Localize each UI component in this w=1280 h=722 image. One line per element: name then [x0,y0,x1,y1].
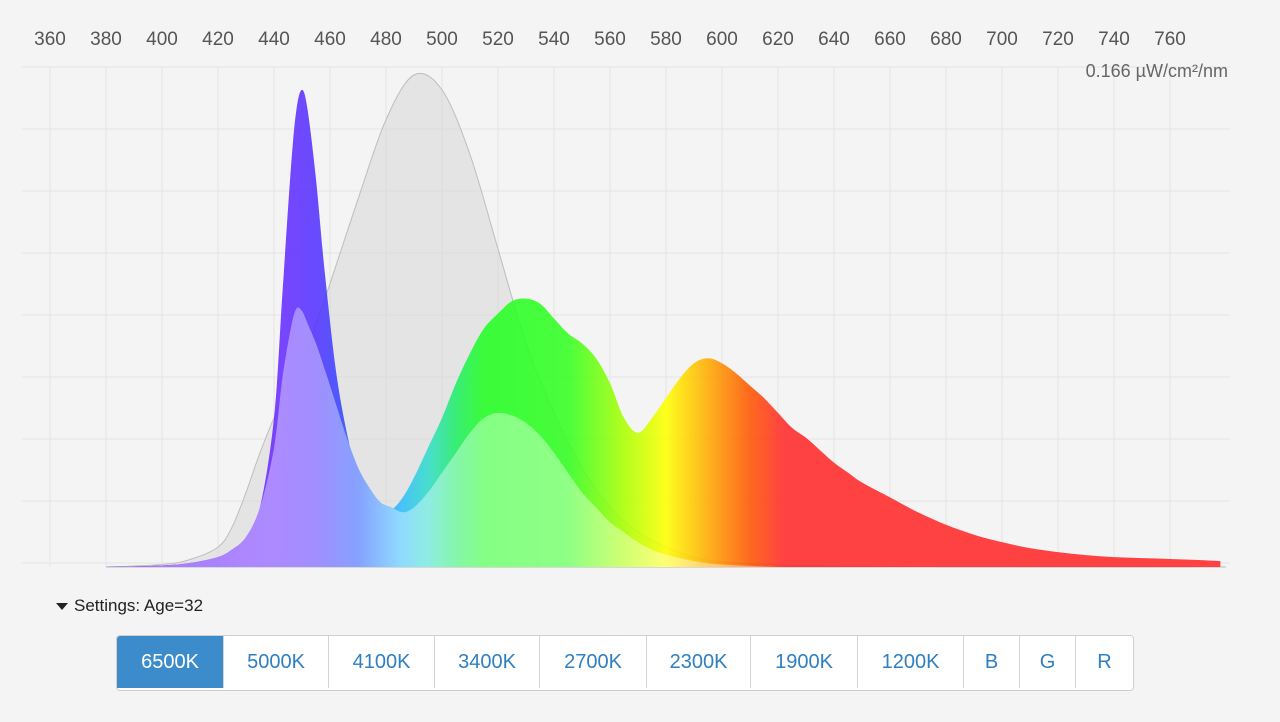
temp-button-5000k[interactable]: 5000K [224,636,329,688]
x-tick-label: 660 [874,29,906,50]
x-tick-label: 620 [762,29,794,50]
x-tick-label: 740 [1098,29,1130,50]
x-tick-label: 720 [1042,29,1074,50]
x-tick-label: 680 [930,29,962,50]
spectrum-chart-svg: 360 380 400 420 440 460 480 500 520 540 560 580 600 6… [22,29,1230,568]
x-tick-label: 640 [818,29,850,50]
temp-button-2300k[interactable]: 2300K [647,636,751,688]
color-temperature-button-group: 6500K 5000K 4100K 3400K 2700K 2300K 1900K 1200K… [116,635,1134,691]
temp-button-r[interactable]: R [1076,636,1133,688]
temp-button-1900k[interactable]: 1900K [751,636,858,688]
x-tick-label: 360 [34,29,66,50]
unit-label: 0.166 µW/cm²/nm [1086,61,1228,81]
temp-button-b[interactable]: B [964,636,1020,688]
x-tick-label: 440 [258,29,290,50]
x-tick-label: 420 [202,29,234,50]
temp-button-6500k[interactable]: 6500K [117,636,224,688]
temp-button-3400k[interactable]: 3400K [435,636,540,688]
x-tick-label: 380 [90,29,122,50]
temp-button-4100k[interactable]: 4100K [329,636,435,688]
temp-button-2700k[interactable]: 2700K [540,636,647,688]
emission-spectrum-area [106,89,1221,568]
weighted-spectrum-tint [106,307,778,567]
settings-toggle[interactable]: Settings: Age=32 [56,594,203,618]
x-tick-label: 520 [482,29,514,50]
temp-button-1200k[interactable]: 1200K [858,636,964,688]
x-tick-label: 580 [650,29,682,50]
x-tick-label: 480 [370,29,402,50]
x-tick-label: 700 [986,29,1018,50]
x-tick-label: 460 [314,29,346,50]
caret-down-icon [56,602,68,610]
x-tick-label: 600 [706,29,738,50]
x-tick-label: 400 [146,29,178,50]
weighted-spectrum-area [106,307,778,567]
x-tick-label: 540 [538,29,570,50]
x-tick-label: 560 [594,29,626,50]
settings-label: Settings: Age=32 [74,596,204,615]
spectrum-chart: 360 380 400 420 440 460 480 500 520 540 560 580 600 6… [22,29,1230,568]
x-tick-label: 500 [426,29,458,50]
temp-button-g[interactable]: G [1020,636,1076,688]
x-tick-label: 760 [1154,29,1186,50]
